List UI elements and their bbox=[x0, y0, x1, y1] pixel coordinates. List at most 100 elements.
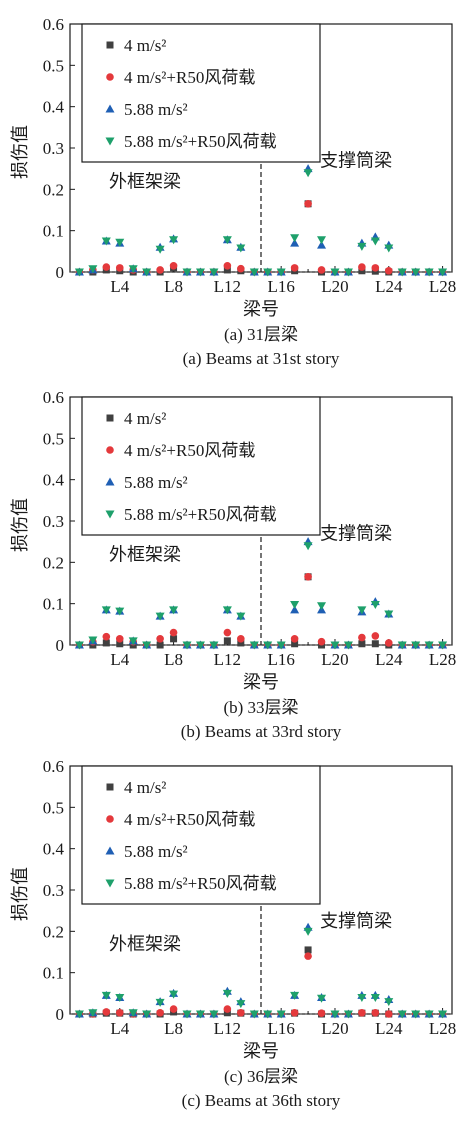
data-point bbox=[384, 244, 394, 253]
y-tick-label: 0.2 bbox=[43, 553, 64, 572]
x-tick-label: L12 bbox=[214, 1019, 241, 1038]
data-point bbox=[142, 268, 152, 277]
data-point bbox=[290, 234, 300, 243]
data-point bbox=[169, 628, 178, 637]
legend-label: 5.88 m/s²+R50风荷载 bbox=[124, 132, 277, 151]
data-point bbox=[290, 600, 300, 609]
y-tick-label: 0.2 bbox=[43, 180, 64, 199]
data-point bbox=[290, 635, 299, 643]
x-tick-label: L24 bbox=[375, 650, 403, 669]
data-point bbox=[195, 268, 205, 277]
data-point bbox=[343, 268, 353, 277]
data-point bbox=[169, 990, 179, 999]
series-4 bbox=[74, 542, 448, 650]
caption-chinese: (b) 33层梁 bbox=[223, 698, 298, 717]
caption-chinese: (a) 31层梁 bbox=[224, 325, 298, 344]
y-tick-label: 0 bbox=[56, 636, 65, 655]
data-point bbox=[330, 1010, 340, 1019]
caption-english: (a) Beams at 31st story bbox=[183, 349, 340, 368]
data-point bbox=[317, 1009, 326, 1017]
data-point bbox=[411, 1010, 421, 1019]
x-tick-label: L4 bbox=[110, 650, 129, 669]
data-point bbox=[263, 641, 273, 650]
legend-marker bbox=[105, 477, 115, 486]
y-tick-label: 0.4 bbox=[43, 471, 65, 490]
data-point bbox=[209, 1010, 219, 1019]
data-point bbox=[101, 237, 111, 246]
legend-label: 4 m/s²+R50风荷载 bbox=[124, 810, 255, 829]
y-tick-label: 0 bbox=[56, 1005, 65, 1024]
data-point bbox=[182, 641, 192, 650]
data-point bbox=[237, 635, 245, 643]
x-tick-label: L16 bbox=[267, 1019, 294, 1038]
y-tick-label: 0.1 bbox=[43, 222, 64, 241]
data-point bbox=[357, 993, 367, 1002]
data-point bbox=[397, 1010, 407, 1019]
data-point bbox=[237, 639, 245, 647]
legend-marker bbox=[106, 815, 114, 823]
legend-box bbox=[81, 765, 321, 905]
x-tick-label: L16 bbox=[267, 277, 294, 296]
data-point bbox=[304, 573, 312, 581]
data-point bbox=[237, 264, 245, 273]
data-point bbox=[115, 993, 125, 1002]
legend-label: 5.88 m/s² bbox=[124, 842, 188, 861]
y-tick-label: 0.6 bbox=[43, 388, 64, 407]
data-point bbox=[304, 946, 312, 954]
x-tick-label: L28 bbox=[429, 650, 456, 669]
data-point bbox=[101, 991, 111, 1000]
data-point bbox=[357, 606, 367, 615]
data-point bbox=[115, 607, 125, 616]
data-point bbox=[249, 1010, 259, 1019]
data-point bbox=[303, 169, 313, 178]
y-tick-label: 0.2 bbox=[43, 922, 64, 941]
x-tick-label: L24 bbox=[375, 1019, 403, 1038]
y-axis-title: 损伤值 bbox=[10, 867, 30, 921]
data-point bbox=[102, 632, 111, 641]
series-4 bbox=[74, 169, 448, 277]
legend-label: 4 m/s² bbox=[124, 36, 166, 55]
data-point bbox=[115, 635, 124, 643]
data-point bbox=[249, 641, 259, 650]
data-point bbox=[303, 927, 313, 936]
data-point bbox=[384, 998, 394, 1007]
data-point bbox=[155, 245, 165, 254]
data-point bbox=[384, 610, 394, 619]
data-point bbox=[222, 989, 232, 998]
data-point bbox=[438, 268, 448, 277]
data-point bbox=[357, 242, 367, 251]
data-point bbox=[156, 266, 164, 274]
data-point bbox=[74, 641, 84, 650]
data-point bbox=[370, 237, 380, 246]
data-point bbox=[155, 998, 165, 1007]
data-point bbox=[236, 1000, 246, 1009]
data-point bbox=[384, 639, 393, 647]
data-point bbox=[128, 265, 138, 274]
data-point bbox=[343, 1010, 353, 1019]
data-point bbox=[223, 637, 231, 645]
x-axis-title: 梁号 bbox=[243, 672, 279, 692]
legend-box bbox=[81, 396, 321, 536]
data-point bbox=[223, 628, 232, 637]
data-point bbox=[222, 236, 232, 245]
data-point bbox=[263, 268, 273, 277]
y-axis-title: 损伤值 bbox=[10, 498, 30, 552]
data-point bbox=[249, 268, 259, 277]
data-point bbox=[169, 236, 179, 245]
legend-marker bbox=[105, 510, 115, 519]
y-tick-label: 0.1 bbox=[43, 964, 64, 983]
data-point bbox=[330, 268, 340, 277]
data-point bbox=[276, 1010, 286, 1019]
annotation-frame-beams: 外框架梁 bbox=[109, 171, 181, 191]
data-point bbox=[236, 612, 246, 621]
data-point bbox=[438, 641, 448, 650]
data-point bbox=[371, 640, 379, 648]
legend-label: 4 m/s² bbox=[124, 409, 166, 428]
data-point bbox=[142, 1010, 152, 1019]
x-tick-label: L20 bbox=[321, 277, 348, 296]
data-point bbox=[304, 952, 312, 960]
legend-label: 5.88 m/s²+R50风荷载 bbox=[124, 505, 277, 524]
data-point bbox=[209, 641, 219, 650]
y-tick-label: 0.5 bbox=[43, 798, 64, 817]
data-point bbox=[358, 1008, 366, 1017]
